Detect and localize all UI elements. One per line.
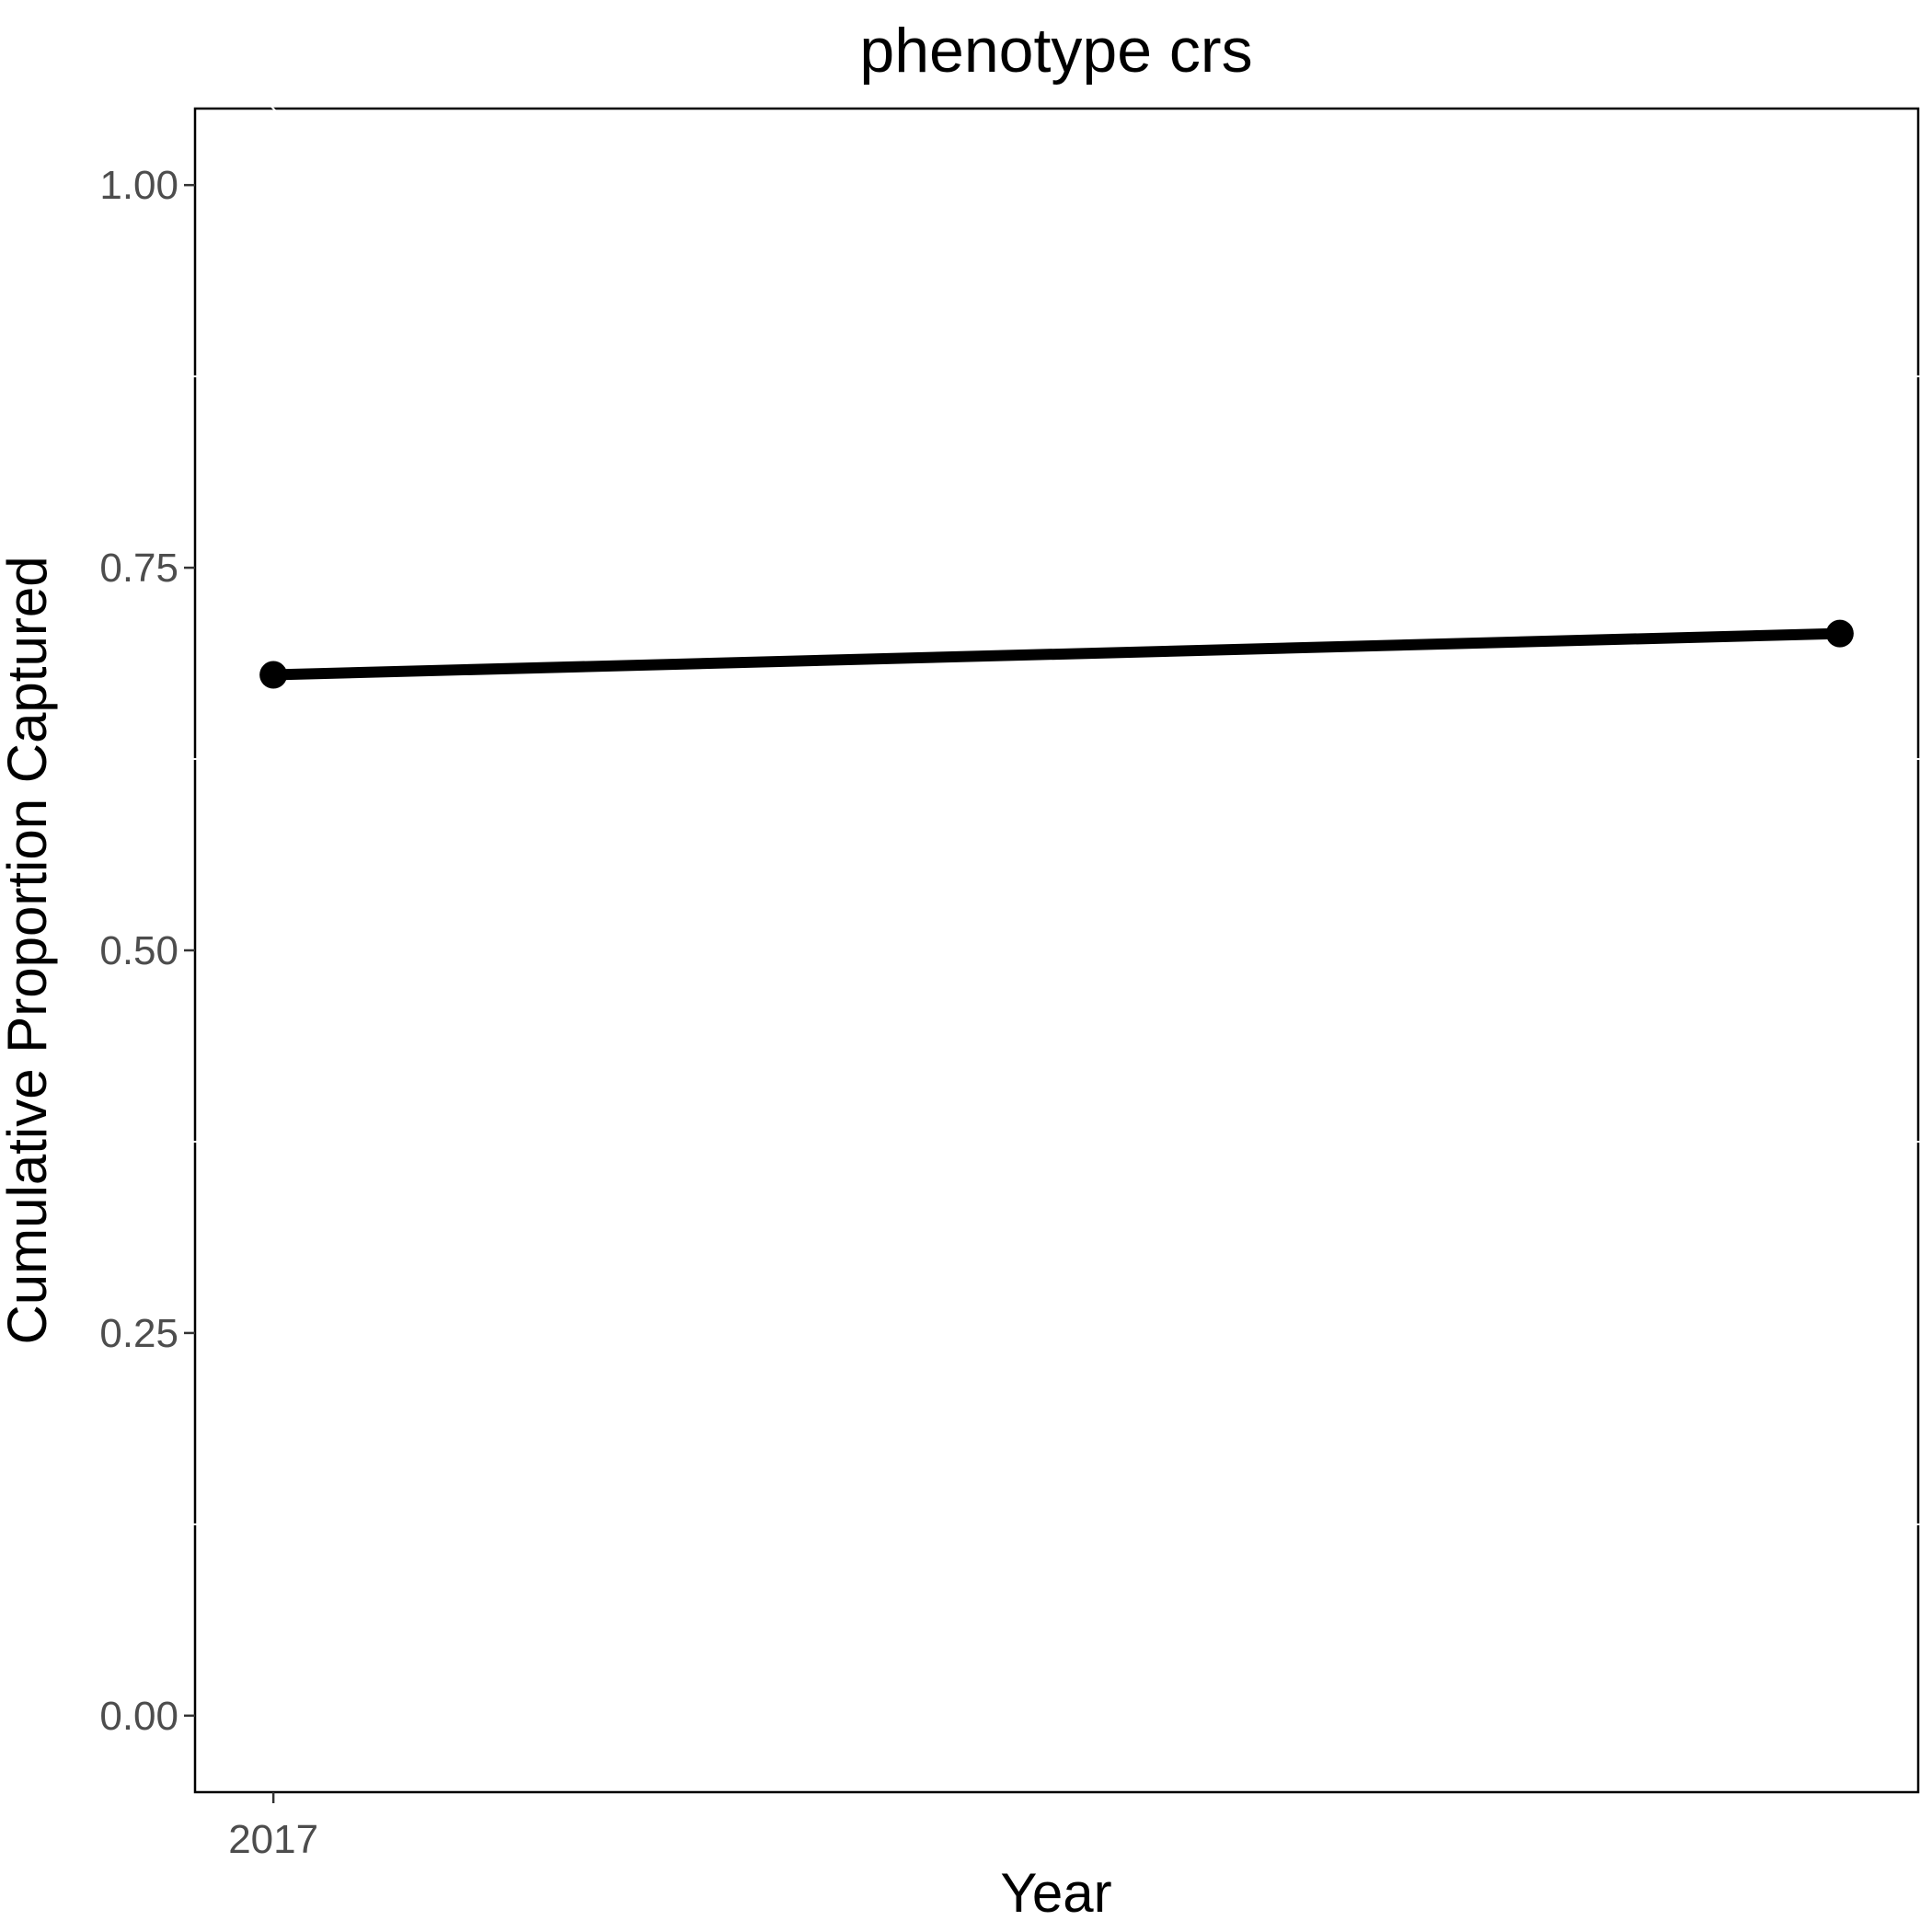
y-tick-label: 0.75 <box>99 546 178 591</box>
chart-title: phenotype crs <box>859 16 1252 86</box>
y-axis: 0.00 0.25 0.50 0.75 1.00 <box>99 163 1920 1739</box>
y-tick-label: 0.50 <box>99 928 178 973</box>
x-tick-label: 2017 <box>228 1817 318 1862</box>
data-point <box>1825 619 1854 648</box>
y-axis-label: Cumulative Proportion Captured <box>0 556 58 1344</box>
series-group <box>259 619 1854 689</box>
x-axis: 2017 <box>228 106 318 1862</box>
x-minor-mark <box>270 106 276 111</box>
y-tick-label: 0.25 <box>99 1311 178 1356</box>
data-point <box>259 661 288 689</box>
y-tick-label: 0.00 <box>99 1694 178 1739</box>
x-axis-label: Year <box>1000 1862 1111 1924</box>
plot-panel <box>193 107 1920 1794</box>
y-tick-label: 1.00 <box>99 163 178 208</box>
series-line <box>272 627 1841 681</box>
